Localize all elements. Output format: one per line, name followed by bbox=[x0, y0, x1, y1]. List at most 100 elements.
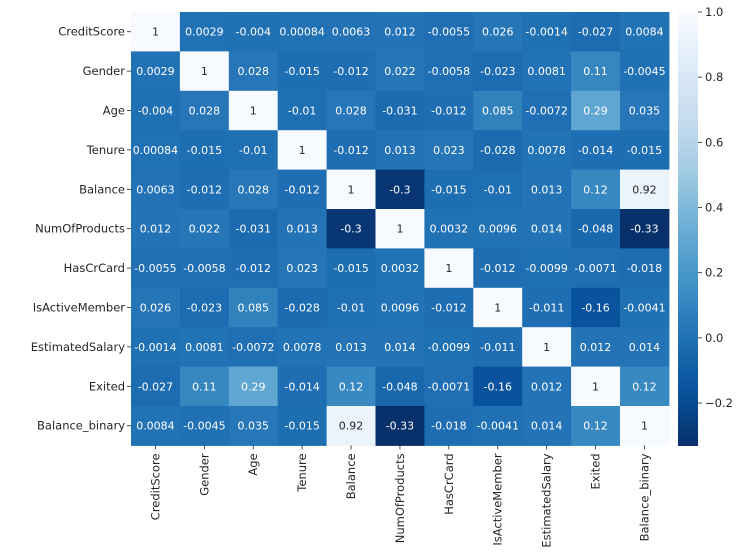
colorbar-segment bbox=[678, 394, 698, 400]
heatmap-cell bbox=[620, 366, 670, 407]
colorbar-segment bbox=[678, 149, 698, 154]
cell-value-label: -0.0041 bbox=[623, 302, 665, 315]
heatmap-cell bbox=[131, 90, 181, 131]
heatmap-cell bbox=[375, 12, 425, 52]
heatmap-cell bbox=[277, 366, 328, 407]
cell-value-label: 0.014 bbox=[531, 420, 563, 433]
cell-value-label: -0.015 bbox=[431, 183, 466, 196]
colorbar-segment bbox=[678, 225, 698, 230]
heatmap-cell bbox=[522, 406, 572, 446]
colorbar-segment bbox=[678, 272, 698, 277]
heatmap-cell bbox=[375, 406, 425, 446]
heatmap-cell bbox=[179, 130, 230, 171]
cell-value-label: -0.0041 bbox=[477, 420, 519, 433]
colorbar-segment bbox=[678, 84, 698, 89]
heatmap-cell bbox=[277, 287, 328, 328]
heatmap-cell bbox=[326, 366, 376, 407]
colorbar-segment bbox=[678, 362, 698, 367]
heatmap-cell bbox=[277, 130, 328, 171]
colorbar-segment bbox=[678, 293, 698, 298]
colorbar-segment bbox=[678, 87, 698, 93]
cell-value-label: 1 bbox=[445, 262, 452, 275]
heatmap-cell bbox=[571, 287, 621, 328]
cell-value-label: -0.0099 bbox=[428, 341, 470, 354]
heatmap-cell bbox=[522, 169, 572, 210]
colorbar-segment bbox=[678, 55, 698, 60]
cell-value-label: 0.012 bbox=[580, 341, 612, 354]
cell-value-label: 0.012 bbox=[384, 26, 416, 39]
cell-value-label: -0.012 bbox=[236, 262, 271, 275]
cell-value-label: 0.92 bbox=[632, 183, 657, 196]
colorbar-ticks: 1.0 0.8 0.6 0.4 0.2 0.0 −0.2 bbox=[698, 5, 733, 410]
cell-value-label: 0.023 bbox=[433, 144, 465, 157]
heatmap-cell bbox=[620, 327, 670, 368]
heatmap-cell bbox=[473, 51, 523, 92]
colorbar-segment bbox=[678, 181, 698, 186]
colorbar-segment bbox=[678, 174, 698, 179]
cell-value-label: 1 bbox=[543, 341, 550, 354]
cell-value-label: 0.29 bbox=[241, 380, 266, 393]
colorbar-segment bbox=[678, 333, 698, 338]
cell-value-label: -0.012 bbox=[333, 144, 368, 157]
cell-value-label: 0.00084 bbox=[133, 144, 179, 157]
colorbar-tick-label: 0.4 bbox=[705, 201, 723, 215]
heatmap-cell bbox=[277, 327, 328, 368]
heatmap-cell bbox=[571, 169, 621, 210]
colorbar-segment bbox=[678, 358, 698, 363]
heatmap-cell bbox=[522, 327, 572, 368]
heatmap-cell bbox=[620, 406, 670, 446]
column-tick-label: IsActiveMember bbox=[491, 453, 505, 546]
colorbar-segment bbox=[678, 351, 698, 356]
heatmap-cell bbox=[179, 327, 230, 368]
heatmap-cell bbox=[473, 287, 523, 328]
cell-value-label: -0.3 bbox=[340, 223, 361, 236]
heatmap-cell bbox=[277, 248, 328, 289]
heatmap-cell bbox=[131, 130, 181, 171]
row-tick-label: CreditScore bbox=[58, 25, 125, 39]
cell-value-label: 0.028 bbox=[238, 183, 270, 196]
heatmap-cell bbox=[326, 169, 376, 210]
colorbar-segment bbox=[678, 214, 698, 219]
heatmap-cell bbox=[228, 90, 279, 131]
heatmap-cell bbox=[179, 366, 230, 407]
colorbar-segment bbox=[678, 127, 698, 132]
colorbar-segment bbox=[678, 304, 698, 309]
heatmap-cell bbox=[277, 90, 328, 131]
heatmap-cell bbox=[179, 90, 230, 131]
colorbar-segment bbox=[678, 134, 698, 140]
colorbar-segment bbox=[678, 156, 698, 161]
colorbar-segment bbox=[678, 322, 698, 327]
colorbar-segment bbox=[678, 279, 698, 284]
colorbar-segment bbox=[678, 163, 698, 168]
column-tick-label: Exited bbox=[589, 453, 603, 489]
heatmap-cell bbox=[277, 169, 328, 210]
colorbar-segment bbox=[678, 268, 698, 273]
cell-value-label: 0.0078 bbox=[283, 341, 322, 354]
cell-value-label: -0.0014 bbox=[134, 341, 176, 354]
cell-value-label: 1 bbox=[641, 420, 648, 433]
colorbar-segment bbox=[678, 387, 698, 392]
column-tick-label: Balance_binary bbox=[637, 453, 651, 541]
cell-value-label: -0.015 bbox=[627, 144, 662, 157]
cell-value-label: -0.011 bbox=[529, 302, 564, 315]
heatmap-cell bbox=[522, 90, 572, 131]
colorbar-segment bbox=[678, 300, 698, 306]
heatmap-cell bbox=[228, 169, 279, 210]
colorbar-segment bbox=[678, 113, 698, 118]
cell-value-label: 0.12 bbox=[632, 380, 657, 393]
colorbar-segment bbox=[678, 369, 698, 374]
cell-value-label: -0.01 bbox=[484, 183, 512, 196]
heatmap-cell bbox=[424, 130, 474, 171]
heatmap-cell bbox=[473, 90, 523, 131]
colorbar-segment bbox=[678, 326, 698, 331]
colorbar-segment bbox=[678, 355, 698, 360]
cell-value-label: 0.026 bbox=[140, 302, 172, 315]
heatmap-cell bbox=[326, 90, 376, 131]
colorbar-tick-label: −0.2 bbox=[705, 396, 733, 410]
cell-value-label: 0.11 bbox=[192, 380, 217, 393]
heatmap-cell bbox=[375, 209, 425, 249]
column-tick-label: Balance bbox=[344, 453, 358, 499]
colorbar-segment bbox=[678, 246, 698, 251]
colorbar-segment bbox=[678, 120, 698, 125]
colorbar-tick-label: 0.6 bbox=[705, 135, 723, 149]
